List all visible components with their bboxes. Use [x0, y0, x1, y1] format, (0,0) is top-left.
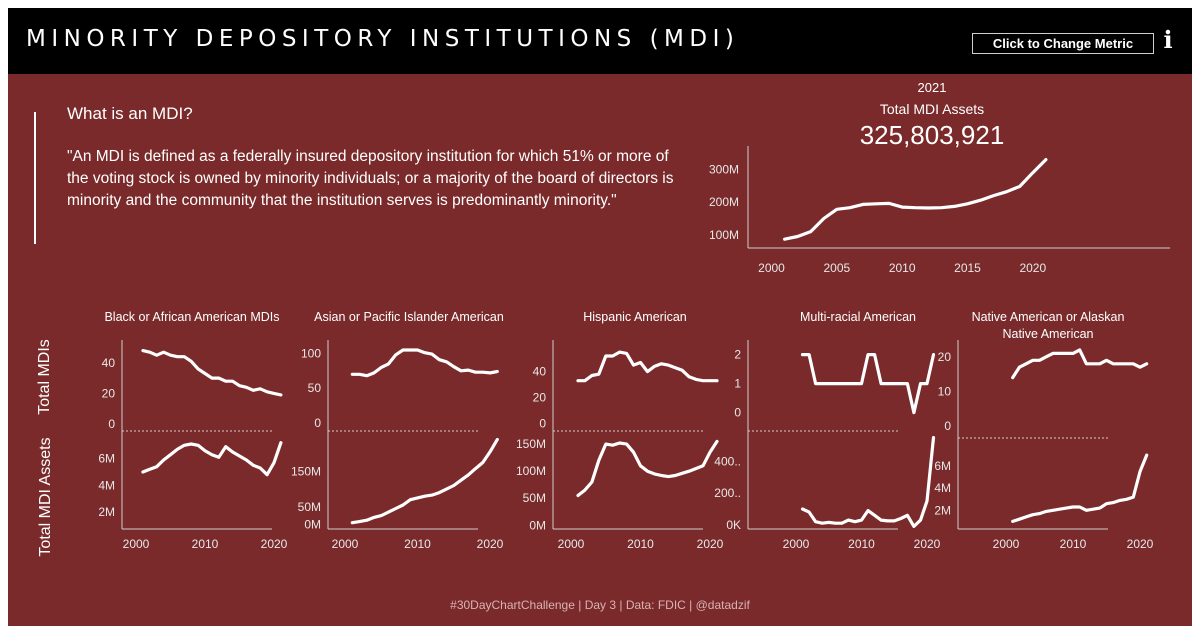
black-xtick-label: 2020: [261, 537, 288, 551]
asian-mdis-ytick-label: 0: [314, 416, 321, 430]
total-assets-xtick-label: 2000: [758, 261, 785, 275]
total-assets-xtick-label: 2010: [889, 261, 916, 275]
native-assets-ytick-label: 4M: [934, 481, 951, 495]
hispanic-xtick-label: 2010: [627, 537, 654, 551]
hispanic-xtick-label: 2000: [558, 537, 585, 551]
multiracial-mdis-ytick-label: 2: [734, 348, 741, 362]
total-assets-ytick-label: 100M: [709, 228, 739, 242]
black-assets-ytick-label: 6M: [98, 452, 115, 466]
total-assets-series-line: [782, 158, 1048, 241]
change-metric-button[interactable]: Click to Change Metric: [972, 33, 1154, 54]
black-mdis-ytick-label: 20: [102, 386, 116, 400]
black-assets-line: [141, 441, 283, 477]
summary-value: 325,803,921: [859, 120, 1005, 150]
hispanic-assets-ytick-label: 150M: [516, 437, 546, 451]
multiracial-assets-ytick-label: 200..: [714, 486, 741, 500]
asian-assets-line: [350, 437, 499, 525]
multiracial-mdis-ytick-label: 1: [734, 377, 741, 391]
summary-label: Total MDI Assets: [879, 101, 985, 117]
asian-assets-ytick-label: 0M: [304, 517, 321, 531]
asian-mdis-ytick-label: 50: [308, 381, 322, 395]
row-label-total-mdis: Total MDIs: [36, 339, 53, 415]
total-assets-ytick-label: 300M: [709, 162, 739, 176]
hispanic-mdis-ytick-label: 20: [533, 391, 547, 405]
hispanic-mdis-line: [576, 350, 719, 383]
native-assets-ytick-label: 2M: [934, 503, 951, 517]
dashboard: MINORITY DEPOSITORY INSTITUTIONS (MDI) C…: [8, 8, 1192, 626]
info-icon[interactable]: ℹ: [1163, 26, 1173, 54]
native-mdis-line: [1011, 348, 1149, 380]
total-assets-xtick-label: 2015: [954, 261, 981, 275]
native-mdis-ytick-label: 20: [938, 350, 952, 364]
panel-title-asian: Asian or Pacific Islander American: [314, 310, 504, 324]
black-assets-ytick-label: 2M: [98, 505, 115, 519]
total-assets-xtick-label: 2005: [823, 261, 850, 275]
hispanic-mdis-ytick-label: 40: [533, 365, 547, 379]
black-xtick-label: 2000: [123, 537, 150, 551]
native-xtick-label: 2010: [1060, 537, 1087, 551]
hispanic-mdis-ytick-label: 0: [539, 417, 546, 431]
hispanic-assets-ytick-label: 100M: [516, 464, 546, 478]
native-mdis-ytick-label: 0: [944, 419, 951, 433]
multiracial-xtick-label: 2000: [783, 537, 810, 551]
panel-title-black: Black or African American MDIs: [104, 310, 280, 324]
multiracial-assets-ytick-label: 0K: [726, 518, 741, 532]
total-assets-xtick-label: 2020: [1019, 261, 1046, 275]
black-assets-ytick-label: 4M: [98, 478, 115, 492]
native-assets-line: [1011, 453, 1149, 524]
black-xtick-label: 2010: [192, 537, 219, 551]
panel-title-multiracial: Multi-racial American: [799, 310, 916, 324]
page-title: MINORITY DEPOSITORY INSTITUTIONS (MDI): [26, 26, 740, 52]
intro-quote: "An MDI is defined as a federally insure…: [67, 148, 674, 209]
intro-divider: [34, 112, 36, 244]
multiracial-assets-line: [800, 436, 936, 529]
title-bar: MINORITY DEPOSITORY INSTITUTIONS (MDI) C…: [8, 8, 1192, 74]
asian-xtick-label: 2000: [332, 537, 359, 551]
summary-year: 2021: [917, 80, 947, 95]
multiracial-xtick-label: 2010: [848, 537, 875, 551]
asian-mdis-line: [350, 348, 499, 378]
native-assets-ytick-label: 6M: [934, 459, 951, 473]
native-xtick-label: 2020: [1127, 537, 1154, 551]
total-assets-ytick-label: 200M: [709, 195, 739, 209]
black-mdis-ytick-label: 0: [108, 417, 115, 431]
intro-heading: What is an MDI?: [67, 104, 193, 123]
hispanic-assets-line: [576, 439, 719, 498]
hispanic-assets-ytick-label: 50M: [523, 491, 546, 505]
asian-xtick-label: 2020: [477, 537, 504, 551]
native-mdis-ytick-label: 10: [938, 384, 952, 398]
multiracial-mdis-ytick-label: 0: [734, 406, 741, 420]
asian-xtick-label: 2010: [404, 537, 431, 551]
multiracial-mdis-line: [800, 353, 936, 415]
hispanic-xtick-label: 2020: [697, 537, 724, 551]
multiracial-xtick-label: 2020: [914, 537, 941, 551]
asian-assets-ytick-label: 50M: [298, 500, 321, 514]
panel-title-hispanic: Hispanic American: [583, 310, 687, 324]
panel-title-native: Native American or Alaskan Native Americ…: [971, 310, 1125, 341]
asian-mdis-ytick-label: 100: [301, 346, 321, 360]
native-xtick-label: 2000: [993, 537, 1020, 551]
hispanic-assets-ytick-label: 0M: [529, 518, 546, 532]
asian-assets-ytick-label: 150M: [291, 464, 321, 478]
footer-credits: #30DayChartChallenge | Day 3 | Data: FDI…: [450, 598, 750, 612]
multiracial-assets-ytick-label: 400..: [714, 454, 741, 468]
row-label-total-assets: Total MDI Assets: [37, 437, 54, 557]
black-mdis-ytick-label: 40: [102, 356, 116, 370]
black-mdis-line: [141, 349, 283, 397]
